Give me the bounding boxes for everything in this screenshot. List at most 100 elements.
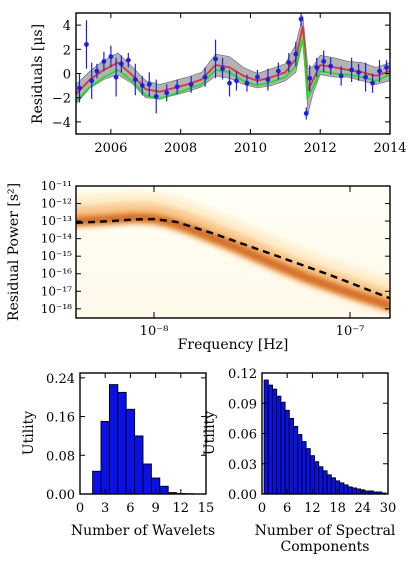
residual-point — [286, 60, 292, 66]
spectral-bar — [339, 482, 345, 495]
residual-point — [321, 59, 327, 64]
power-xlabel: Frequency [Hz] — [178, 337, 289, 353]
spectral-xtick-label: 30 — [380, 501, 397, 516]
wavelets-frame — [79, 372, 207, 495]
residuals-ytick-label: −2 — [52, 92, 71, 107]
spectral-ytick-label: 0.00 — [228, 488, 257, 503]
spectral-bar — [297, 434, 303, 495]
power-ytick-label: 10⁻¹⁵ — [41, 249, 72, 263]
residual-point — [188, 81, 194, 87]
residuals-ytick-label: 0 — [63, 68, 71, 83]
wavelets-ytick-label: 0.24 — [46, 372, 75, 387]
spectral-ylabel: Utility — [202, 411, 218, 455]
spectral-bar — [288, 417, 294, 495]
residual-point — [363, 74, 368, 80]
power-ytick-label: 10⁻¹⁶ — [41, 267, 72, 281]
spectral-bar — [343, 484, 349, 495]
residual-point — [108, 54, 114, 59]
spectral-xtick-label: 0 — [258, 501, 266, 516]
wavelets-ytick-label: 0.00 — [46, 488, 75, 503]
wavelets-bar — [108, 384, 119, 495]
residual-point — [328, 63, 334, 69]
power-ytick-label: 10⁻¹⁴ — [41, 232, 72, 246]
spectral-ytick-label: 0.09 — [228, 397, 257, 412]
spectral-ytick-label: 0.12 — [228, 367, 257, 382]
wavelets-bar — [159, 485, 169, 495]
power-ytick-label: 10⁻¹⁷ — [41, 284, 72, 298]
spectral-bar — [267, 384, 273, 495]
spectral-bar — [330, 477, 336, 495]
wavelets-bar — [134, 435, 144, 495]
residual-point — [384, 65, 389, 70]
wavelets-ytick-label: 0.16 — [46, 411, 75, 426]
spectral-bar — [280, 401, 286, 495]
residual-point — [146, 81, 152, 87]
wavelets-bar — [142, 463, 152, 495]
residual-point — [113, 74, 119, 80]
spectral-ytick-label: 0.03 — [228, 458, 257, 473]
residual-point — [139, 83, 145, 88]
residual-point — [94, 68, 100, 74]
residual-point — [125, 57, 131, 63]
residual-point — [227, 80, 232, 86]
power-ylabel: Residual Power [s²] — [6, 183, 22, 321]
spectral-panel: 0.00 0.03 0.06 0.09 0.12 0 6 12 18 24 30 Utility N… — [202, 367, 396, 555]
residual-point — [132, 77, 138, 82]
residuals-ytick-label: 4 — [63, 19, 71, 34]
residual-point — [356, 69, 361, 75]
residual-point — [377, 68, 382, 74]
power-median-dashed-line — [76, 217, 390, 300]
power-xtick-label: 10⁻⁷ — [336, 324, 365, 339]
spectral-bar — [263, 379, 269, 495]
residual-point — [118, 61, 124, 67]
spectral-bar — [293, 425, 299, 495]
residual-point — [77, 85, 82, 91]
wavelets-xtick-label: 3 — [101, 501, 109, 516]
power-ytick-label: 10⁻¹¹ — [41, 179, 72, 193]
model-b-line — [76, 39, 390, 102]
residuals-ytick-label: −4 — [52, 116, 71, 131]
residuals-xtick-label: 2012 — [304, 141, 337, 156]
spectral-bar — [301, 441, 307, 495]
wavelets-xtick-label: 6 — [126, 501, 134, 516]
residual-point — [153, 94, 159, 99]
residuals-xtick-label: 2014 — [373, 141, 406, 156]
residual-point — [303, 111, 309, 116]
spectral-xtick-label: 18 — [329, 501, 346, 516]
power-density-ridge — [76, 215, 390, 308]
spectral-xtick-label: 24 — [355, 501, 372, 516]
wavelets-xtick-label: 0 — [76, 501, 84, 516]
residual-point — [275, 68, 281, 74]
residuals-ylabel: Residuals [μs] — [30, 24, 46, 124]
residual-point — [293, 51, 299, 57]
wavelets-bar — [117, 391, 127, 495]
residuals-panel: −4 −2 0 2 4 2006 2008 2010 2012 2014 Residuals [μ… — [30, 12, 407, 156]
spectral-bar — [309, 455, 315, 495]
spectral-bar — [276, 395, 282, 495]
residual-point — [101, 59, 107, 64]
spectral-bar — [326, 474, 332, 495]
spectral-bar — [318, 466, 324, 495]
residual-point — [202, 74, 208, 80]
residual-point — [164, 90, 170, 96]
wavelets-panel: 0.00 0.08 0.16 0.24 0 3 6 9 12 15 Utility Number … — [21, 372, 215, 539]
spectral-bar — [272, 388, 278, 495]
residual-point — [220, 66, 225, 72]
spectral-xtick-label: 12 — [304, 501, 321, 516]
residual-point — [89, 78, 95, 84]
residual-point — [244, 80, 250, 86]
spectral-bar — [356, 488, 362, 495]
residual-point — [307, 75, 313, 81]
spectral-bar — [347, 486, 353, 495]
wavelets-xtick-label: 12 — [173, 501, 190, 516]
wavelets-ytick-label: 0.08 — [46, 449, 75, 464]
spectral-bar — [284, 409, 290, 495]
residual-point — [265, 77, 271, 82]
power-ytick-label: 10⁻¹³ — [41, 214, 72, 228]
power-xtick-label: 10⁻⁸ — [140, 324, 169, 339]
residual-point — [174, 84, 180, 90]
wavelets-bar — [92, 470, 102, 495]
residuals-ytick-label: 2 — [63, 43, 71, 58]
power-panel: 10⁻¹⁸ 10⁻¹⁷ 10⁻¹⁶ 10⁻¹⁵ 10⁻¹⁴ 10⁻¹³ 10⁻¹² 10⁻¹¹… — [6, 179, 391, 353]
spectral-ytick-label: 0.06 — [228, 428, 257, 443]
